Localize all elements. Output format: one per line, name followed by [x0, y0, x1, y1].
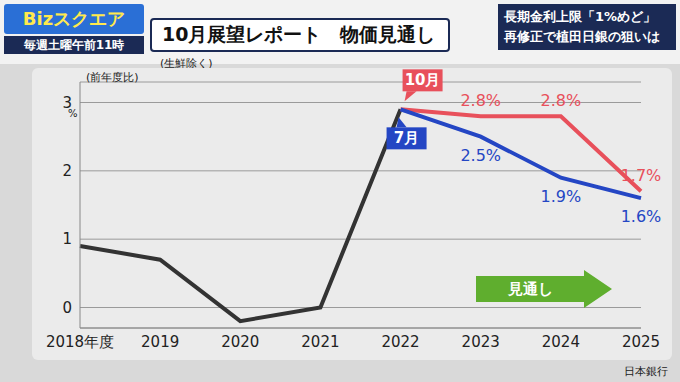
html-text:日本銀行: 日本銀行	[624, 365, 668, 378]
svg-text:2022: 2022	[381, 333, 419, 351]
svg-text:1.6%: 1.6%	[621, 207, 662, 226]
html-text:Bizスクエア: Bizスクエア	[22, 8, 126, 29]
html-text:長期金利上限「1%めど」: 長期金利上限「1%めど」	[504, 9, 657, 24]
html-text:(生鮮除く): (生鮮除く)	[160, 57, 213, 70]
html-text:毎週土曜午前11時: 毎週土曜午前11時	[23, 37, 125, 52]
svg-text:2.8%: 2.8%	[460, 91, 501, 110]
svg-text:2025: 2025	[622, 333, 660, 351]
svg-text:2.8%: 2.8%	[541, 91, 582, 110]
svg-text:2018年度: 2018年度	[46, 333, 114, 351]
html-text:再修正で植田日銀の狙いは: 再修正で植田日銀の狙いは	[504, 29, 660, 44]
svg-text:7月: 7月	[394, 129, 419, 147]
svg-text:1.7%: 1.7%	[621, 166, 662, 185]
svg-text:2.5%: 2.5%	[460, 146, 501, 165]
html-text:10月展望レポート 物価見通し: 10月展望レポート 物価見通し	[162, 23, 436, 45]
svg-text:2024: 2024	[542, 333, 580, 351]
html-text:(前年度比): (前年度比)	[86, 71, 139, 84]
html-text:見通し: 見通し	[507, 279, 553, 298]
svg-text:2021: 2021	[301, 333, 339, 351]
svg-text:1: 1	[62, 230, 72, 248]
svg-text:0: 0	[62, 299, 72, 317]
svg-text:2: 2	[62, 162, 72, 180]
svg-text:2023: 2023	[462, 333, 500, 351]
svg-text:3: 3	[62, 93, 72, 112]
svg-text:10月: 10月	[405, 71, 441, 89]
svg-text:2020: 2020	[221, 333, 259, 351]
svg-text:1.9%: 1.9%	[541, 187, 582, 206]
svg-text:2019: 2019	[141, 333, 179, 351]
